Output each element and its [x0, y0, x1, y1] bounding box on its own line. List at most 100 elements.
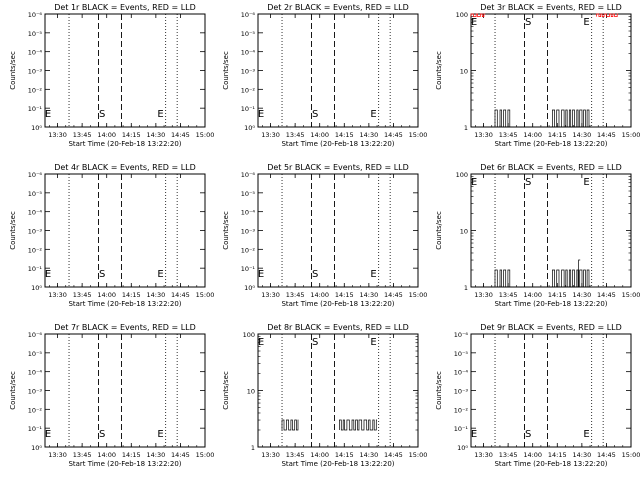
y-tick-label: 10⁻¹ [28, 105, 43, 113]
panel-title: Det 7r BLACK = Events, RED = LLD [54, 323, 196, 332]
series-line [494, 269, 512, 288]
panel-5r: Det 5r BLACK = Events, RED = LLD 13:30 13:… [222, 163, 427, 308]
x-tick-label: 15:00 [196, 291, 215, 299]
y-tick-label: 10⁰ [31, 284, 42, 292]
panel-title: Det 9r BLACK = Events, RED = LLD [480, 323, 622, 332]
edge-marker-label: E [258, 337, 264, 348]
x-tick-label: 14:45 [171, 451, 190, 459]
y-tick-label: 10⁰ [31, 444, 42, 452]
series-line [494, 109, 512, 128]
x-tick-label: 15:00 [622, 131, 640, 139]
x-tick-label: 14:45 [384, 451, 403, 459]
panel-6r: Det 6r BLACK = Events, RED = LLD 13:30 13:… [435, 163, 640, 308]
x-tick-label: 14:15 [548, 291, 567, 299]
panel-title: Det 2r BLACK = Events, RED = LLD [267, 3, 409, 12]
y-tick-label: 10⁻⁶ [28, 171, 43, 179]
panel-1r: Det 1r BLACK = Events, RED = LLD 13:30 13:… [9, 3, 214, 148]
x-tick-label: 14:00 [310, 131, 329, 139]
y-tick-label: 10⁻⁵ [241, 30, 256, 38]
y-tick-label: 10⁻³ [241, 228, 256, 236]
x-tick-label: 13:30 [474, 131, 493, 139]
x-tick-label: 14:45 [171, 291, 190, 299]
x-tick-label: 14:15 [548, 131, 567, 139]
x-tick-label: 14:45 [171, 131, 190, 139]
y-tick-label: 10⁻¹ [28, 425, 43, 433]
x-tick-label: 13:30 [261, 451, 280, 459]
start-marker-label: S [312, 269, 318, 280]
end-marker-label: E [157, 269, 163, 280]
panel-title: Det 8r BLACK = Events, RED = LLD [267, 323, 409, 332]
x-axis-label: Start Time (20-Feb-18 13:22:20) [281, 300, 394, 308]
x-tick-label: 13:45 [286, 291, 305, 299]
x-tick-label: 13:30 [48, 291, 67, 299]
y-tick-label: 10⁻⁴ [28, 49, 43, 57]
panel-9r: Det 9r BLACK = Events, RED = LLD 13:30 13:… [435, 323, 640, 468]
end-marker-label: E [583, 177, 589, 188]
y-axis-label: Counts/sec [435, 51, 443, 90]
y-axis-label: Counts/sec [435, 211, 443, 250]
x-tick-label: 15:00 [622, 291, 640, 299]
series-line [578, 259, 581, 287]
x-tick-label: 13:45 [73, 291, 92, 299]
y-tick-label: 10⁻⁴ [241, 209, 256, 217]
x-tick-label: 13:30 [261, 131, 280, 139]
y-tick-label: 10⁻⁴ [28, 369, 43, 377]
y-tick-label: 10⁻² [241, 246, 256, 254]
x-tick-label: 14:30 [359, 451, 378, 459]
panel-title: Det 1r BLACK = Events, RED = LLD [54, 3, 196, 12]
panel-4r: Det 4r BLACK = Events, RED = LLD 13:30 13:… [9, 163, 214, 308]
x-tick-label: 15:00 [196, 131, 215, 139]
panel-3r: Det 3r BLACK = Events, RED = LLD 13:30 13:… [435, 3, 640, 148]
panel-title: Det 3r BLACK = Events, RED = LLD [480, 3, 622, 12]
y-tick-label: 10⁻³ [28, 388, 43, 396]
x-tick-label: 14:30 [146, 451, 165, 459]
x-tick-label: 15:00 [409, 291, 428, 299]
x-tick-label: 13:30 [48, 131, 67, 139]
end-marker-label: E [370, 337, 376, 348]
panel-title: Det 5r BLACK = Events, RED = LLD [267, 163, 409, 172]
x-tick-label: 14:15 [122, 131, 141, 139]
x-axis-label: Start Time (20-Feb-18 13:22:20) [68, 140, 181, 148]
x-tick-label: 14:30 [572, 131, 591, 139]
y-axis-label: Counts/sec [9, 371, 17, 410]
y-tick-label: 10⁻³ [28, 68, 43, 76]
end-marker-label: E [583, 429, 589, 440]
x-tick-label: 14:45 [597, 131, 616, 139]
y-tick-label: 10⁻⁵ [454, 350, 469, 358]
y-tick-label: 10⁻⁴ [28, 209, 43, 217]
x-tick-label: 13:30 [474, 291, 493, 299]
y-tick-label: 10⁻⁵ [241, 190, 256, 198]
y-tick-label: 10 [460, 68, 468, 76]
y-tick-label: 10⁻³ [241, 68, 256, 76]
y-tick-label: 10⁻² [241, 86, 256, 94]
y-tick-label: 10⁻¹ [241, 105, 256, 113]
x-tick-label: 14:15 [335, 131, 354, 139]
x-tick-label: 13:45 [499, 291, 518, 299]
x-tick-label: 14:30 [146, 291, 165, 299]
panel-2r: Det 2r BLACK = Events, RED = LLD 13:30 13:… [222, 3, 427, 148]
y-tick-label: 10⁰ [457, 444, 468, 452]
y-tick-label: 10⁰ [244, 284, 255, 292]
series-line [552, 109, 590, 128]
x-tick-label: 14:00 [97, 131, 116, 139]
start-marker-label: S [312, 337, 318, 348]
x-tick-label: 15:00 [196, 451, 215, 459]
end-marker-label: E [157, 109, 163, 120]
series-line [470, 13, 486, 17]
x-tick-label: 13:45 [73, 131, 92, 139]
x-tick-label: 14:30 [359, 291, 378, 299]
x-tick-label: 14:00 [523, 131, 542, 139]
start-marker-label: S [99, 429, 105, 440]
panel-8r: Det 8r BLACK = Events, RED = LLD 13:30 13:… [222, 323, 427, 468]
y-tick-label: 10⁰ [244, 124, 255, 132]
y-tick-label: 10⁻⁴ [241, 49, 256, 57]
start-marker-label: S [525, 17, 531, 28]
y-tick-label: 10⁻⁶ [28, 11, 43, 19]
y-tick-label: 100 [456, 11, 468, 19]
x-tick-label: 15:00 [622, 451, 640, 459]
x-tick-label: 14:30 [146, 131, 165, 139]
edge-marker-label: E [45, 269, 51, 280]
y-tick-label: 10⁻⁶ [28, 331, 43, 339]
x-tick-label: 14:00 [97, 291, 116, 299]
